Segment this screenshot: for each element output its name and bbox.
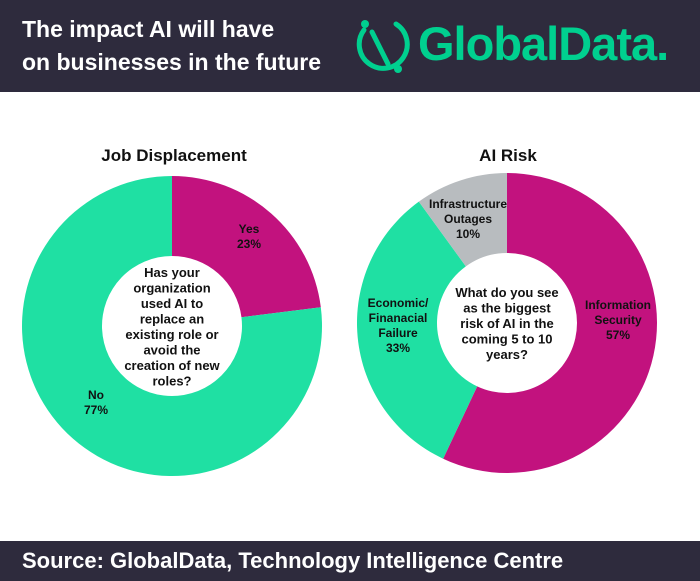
slice-risk-0 <box>443 173 657 473</box>
page-title-line-1: The impact AI will have <box>22 16 275 42</box>
center-question-job: Has your organization used AI to replace an… <box>124 265 220 389</box>
page-title-line-2: on businesses in the future <box>22 49 322 75</box>
globaldata-logo-icon <box>356 20 410 73</box>
chart-title-job-displacement: Job Displacement <box>101 146 247 165</box>
slice-label-job-1: No 77% <box>84 388 108 417</box>
brand-name: GlobalData. <box>418 17 669 70</box>
source-note: Source: GlobalData, Technology Intellige… <box>22 548 564 573</box>
slice-label-risk-1: Economic/Finanacial Failure 33% <box>368 296 429 355</box>
chart-title-ai-risk: AI Risk <box>479 146 537 165</box>
slice-label-job-0: Yes 23% <box>237 222 261 251</box>
page-title: The impact AI will have on businesses in… <box>22 13 342 79</box>
slice-job-0 <box>172 176 321 318</box>
slice-job-1 <box>21 176 322 476</box>
center-question-risk: What do you see as the biggest risk of AI … <box>455 285 558 362</box>
donut-chart-ai-risk: What do you see as the biggest risk of AI … <box>356 173 657 473</box>
slice-label-risk-2: Infrastructure Outages 10% <box>429 197 507 241</box>
header-banner: The impact AI will have on businesses in… <box>0 0 700 92</box>
slice-risk-1 <box>356 201 478 459</box>
slice-risk-2 <box>418 173 507 267</box>
donut-chart-job-displacement: Has your organization used AI to replace an… <box>21 176 322 476</box>
slice-label-risk-0: Information Security 57% <box>585 298 651 342</box>
footer-banner: Source: GlobalData, Technology Intellige… <box>0 541 700 581</box>
